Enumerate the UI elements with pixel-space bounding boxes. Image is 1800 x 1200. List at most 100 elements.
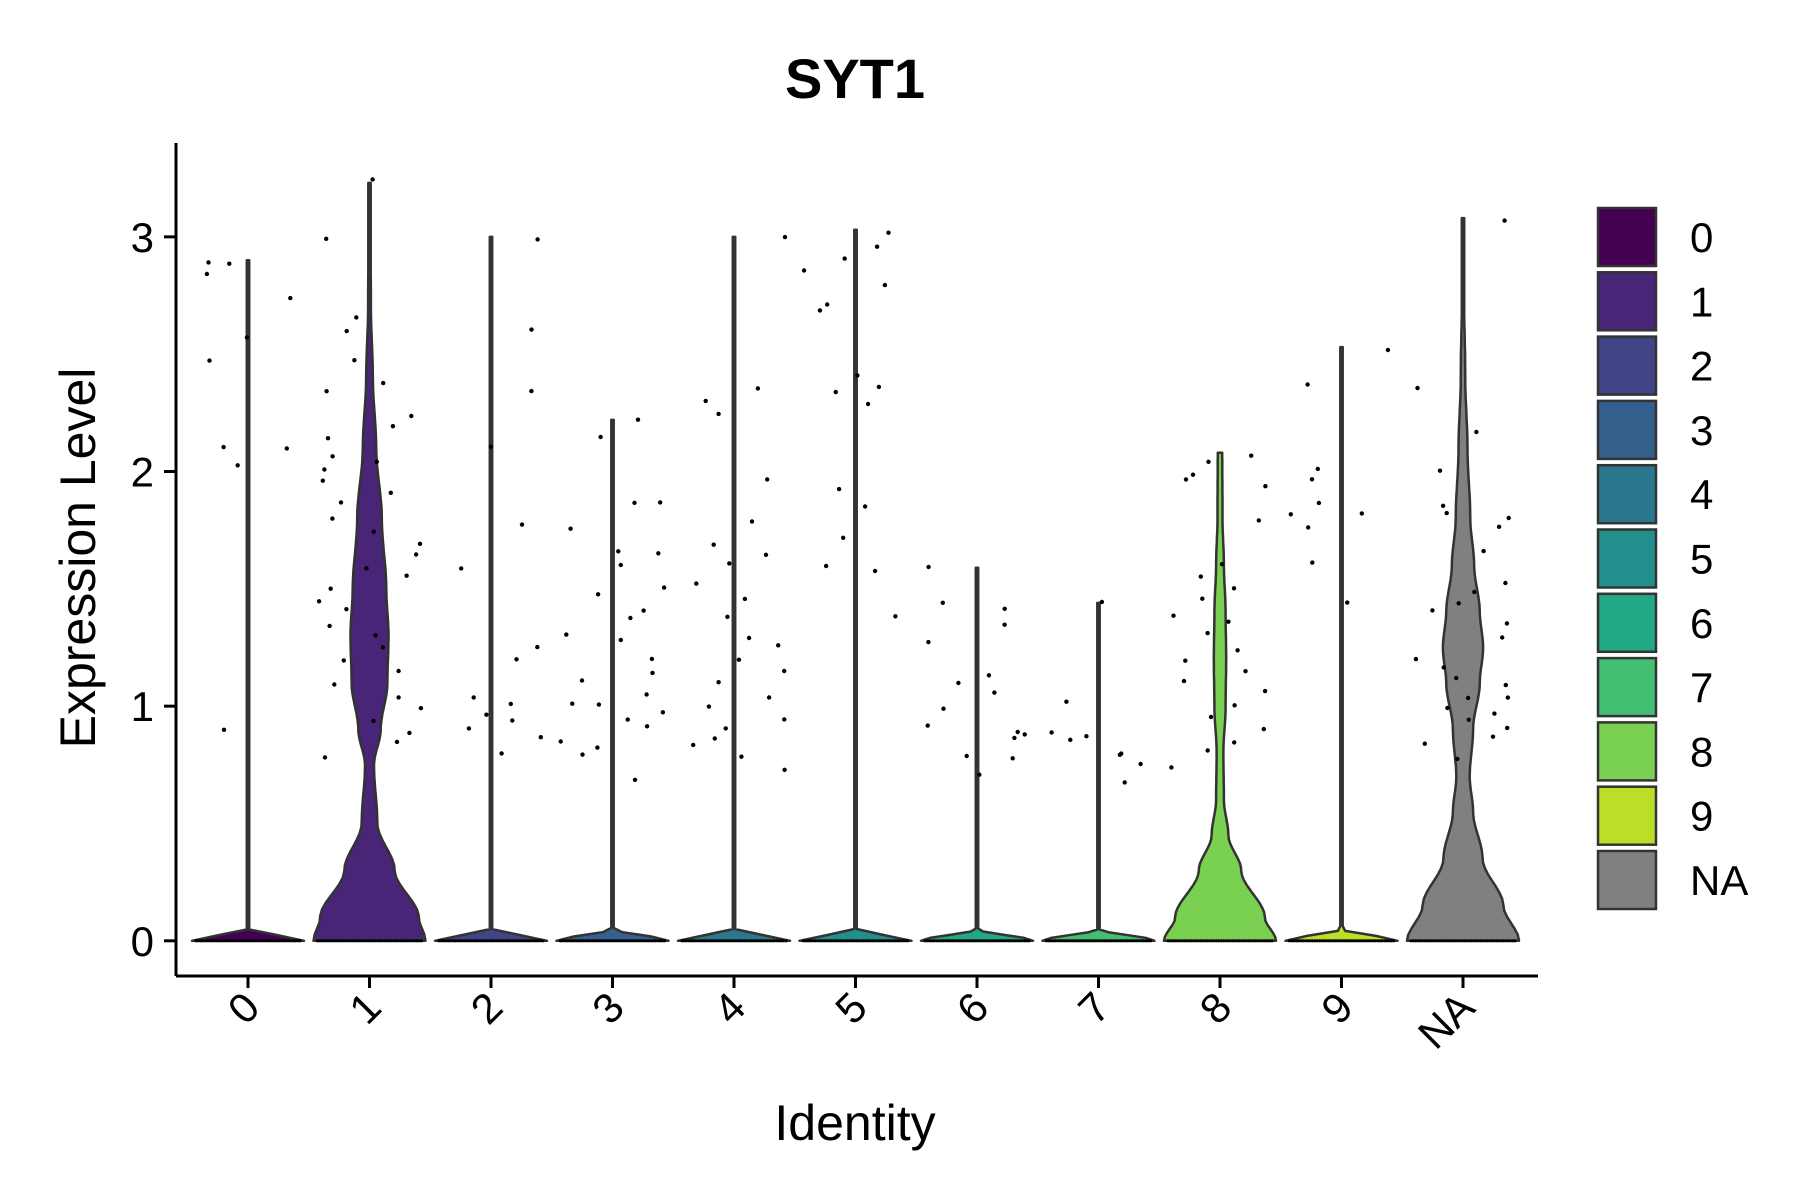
violin-group-4 bbox=[676, 234, 792, 943]
data-point bbox=[619, 939, 623, 943]
data-point bbox=[618, 562, 623, 568]
data-point bbox=[880, 939, 884, 943]
violin-group-0 bbox=[190, 259, 306, 943]
data-point bbox=[514, 657, 519, 662]
data-point bbox=[776, 643, 781, 648]
data-point bbox=[941, 939, 946, 943]
data-point bbox=[992, 690, 997, 695]
data-point bbox=[465, 939, 469, 943]
legend-swatch-7 bbox=[1596, 656, 1658, 718]
data-point bbox=[1320, 939, 1324, 943]
data-point bbox=[1439, 939, 1443, 943]
data-point bbox=[1511, 939, 1515, 943]
data-point bbox=[825, 302, 830, 307]
data-point bbox=[1292, 939, 1296, 943]
data-point bbox=[355, 939, 359, 943]
data-point bbox=[1114, 939, 1118, 943]
data-point bbox=[658, 939, 662, 943]
data-point bbox=[261, 939, 265, 943]
data-point bbox=[644, 939, 648, 943]
data-point bbox=[1086, 939, 1090, 943]
data-point bbox=[1011, 939, 1015, 943]
data-point bbox=[1025, 939, 1029, 943]
violin-group-1 bbox=[312, 177, 427, 943]
data-point bbox=[1015, 939, 1020, 943]
data-point bbox=[366, 939, 370, 943]
data-point bbox=[711, 542, 716, 547]
data-point bbox=[1111, 939, 1116, 943]
data-point bbox=[616, 939, 620, 943]
data-point bbox=[316, 599, 322, 604]
data-point bbox=[978, 939, 983, 943]
data-point bbox=[455, 939, 460, 943]
data-point bbox=[1423, 939, 1427, 943]
data-point bbox=[373, 939, 377, 943]
data-point bbox=[701, 939, 705, 943]
data-point bbox=[1488, 939, 1492, 943]
data-point bbox=[1478, 939, 1482, 943]
data-point bbox=[656, 551, 661, 556]
zero-points-8 bbox=[1166, 939, 1274, 943]
data-point bbox=[325, 436, 331, 441]
data-point bbox=[235, 463, 240, 468]
data-point bbox=[1099, 599, 1105, 605]
data-point bbox=[946, 939, 950, 943]
legend-label: 9 bbox=[1690, 793, 1713, 840]
data-point bbox=[538, 735, 543, 740]
data-point bbox=[1306, 939, 1310, 943]
data-point bbox=[476, 939, 480, 943]
data-point bbox=[1416, 939, 1420, 943]
data-point bbox=[889, 939, 893, 943]
data-point bbox=[1366, 939, 1370, 943]
data-point bbox=[1054, 939, 1058, 943]
data-point bbox=[644, 692, 649, 697]
data-point bbox=[865, 401, 871, 407]
data-point bbox=[388, 490, 393, 495]
data-point bbox=[761, 939, 765, 943]
data-point bbox=[777, 939, 781, 943]
legend-swatch-3 bbox=[1596, 399, 1658, 461]
data-point bbox=[471, 695, 476, 700]
data-point bbox=[1506, 515, 1511, 521]
data-point bbox=[874, 244, 880, 249]
data-point bbox=[469, 939, 473, 943]
data-point bbox=[1467, 939, 1471, 943]
data-point bbox=[616, 549, 621, 554]
data-point bbox=[1184, 939, 1189, 943]
data-point bbox=[1481, 548, 1486, 554]
data-point bbox=[1270, 939, 1274, 943]
data-point bbox=[394, 739, 400, 745]
data-point bbox=[1064, 699, 1069, 704]
data-point bbox=[1308, 939, 1312, 943]
data-point bbox=[568, 526, 573, 531]
data-point bbox=[1481, 939, 1485, 943]
data-point bbox=[782, 668, 787, 674]
y-tick-label: 1 bbox=[131, 683, 154, 730]
data-point bbox=[1380, 939, 1384, 943]
violin-group-7 bbox=[1041, 599, 1156, 943]
data-point bbox=[882, 282, 888, 288]
data-point bbox=[343, 939, 347, 943]
data-point bbox=[1304, 939, 1308, 943]
data-point bbox=[658, 500, 663, 505]
data-point bbox=[1430, 939, 1434, 943]
data-point bbox=[1091, 939, 1095, 943]
data-point bbox=[822, 939, 826, 943]
data-point bbox=[1499, 939, 1503, 943]
data-point bbox=[749, 519, 755, 524]
data-point bbox=[694, 939, 698, 943]
data-point bbox=[857, 939, 861, 943]
data-point bbox=[852, 939, 856, 943]
data-point bbox=[249, 939, 254, 943]
data-point bbox=[354, 315, 359, 320]
legend-swatch-0 bbox=[1596, 206, 1658, 268]
data-point bbox=[572, 939, 577, 943]
data-point bbox=[1224, 939, 1228, 943]
data-point bbox=[1242, 939, 1246, 943]
data-point bbox=[392, 939, 396, 943]
data-point bbox=[1413, 656, 1419, 662]
data-point bbox=[855, 939, 859, 943]
data-point bbox=[723, 726, 728, 731]
data-point bbox=[772, 939, 777, 943]
data-point bbox=[418, 706, 424, 711]
